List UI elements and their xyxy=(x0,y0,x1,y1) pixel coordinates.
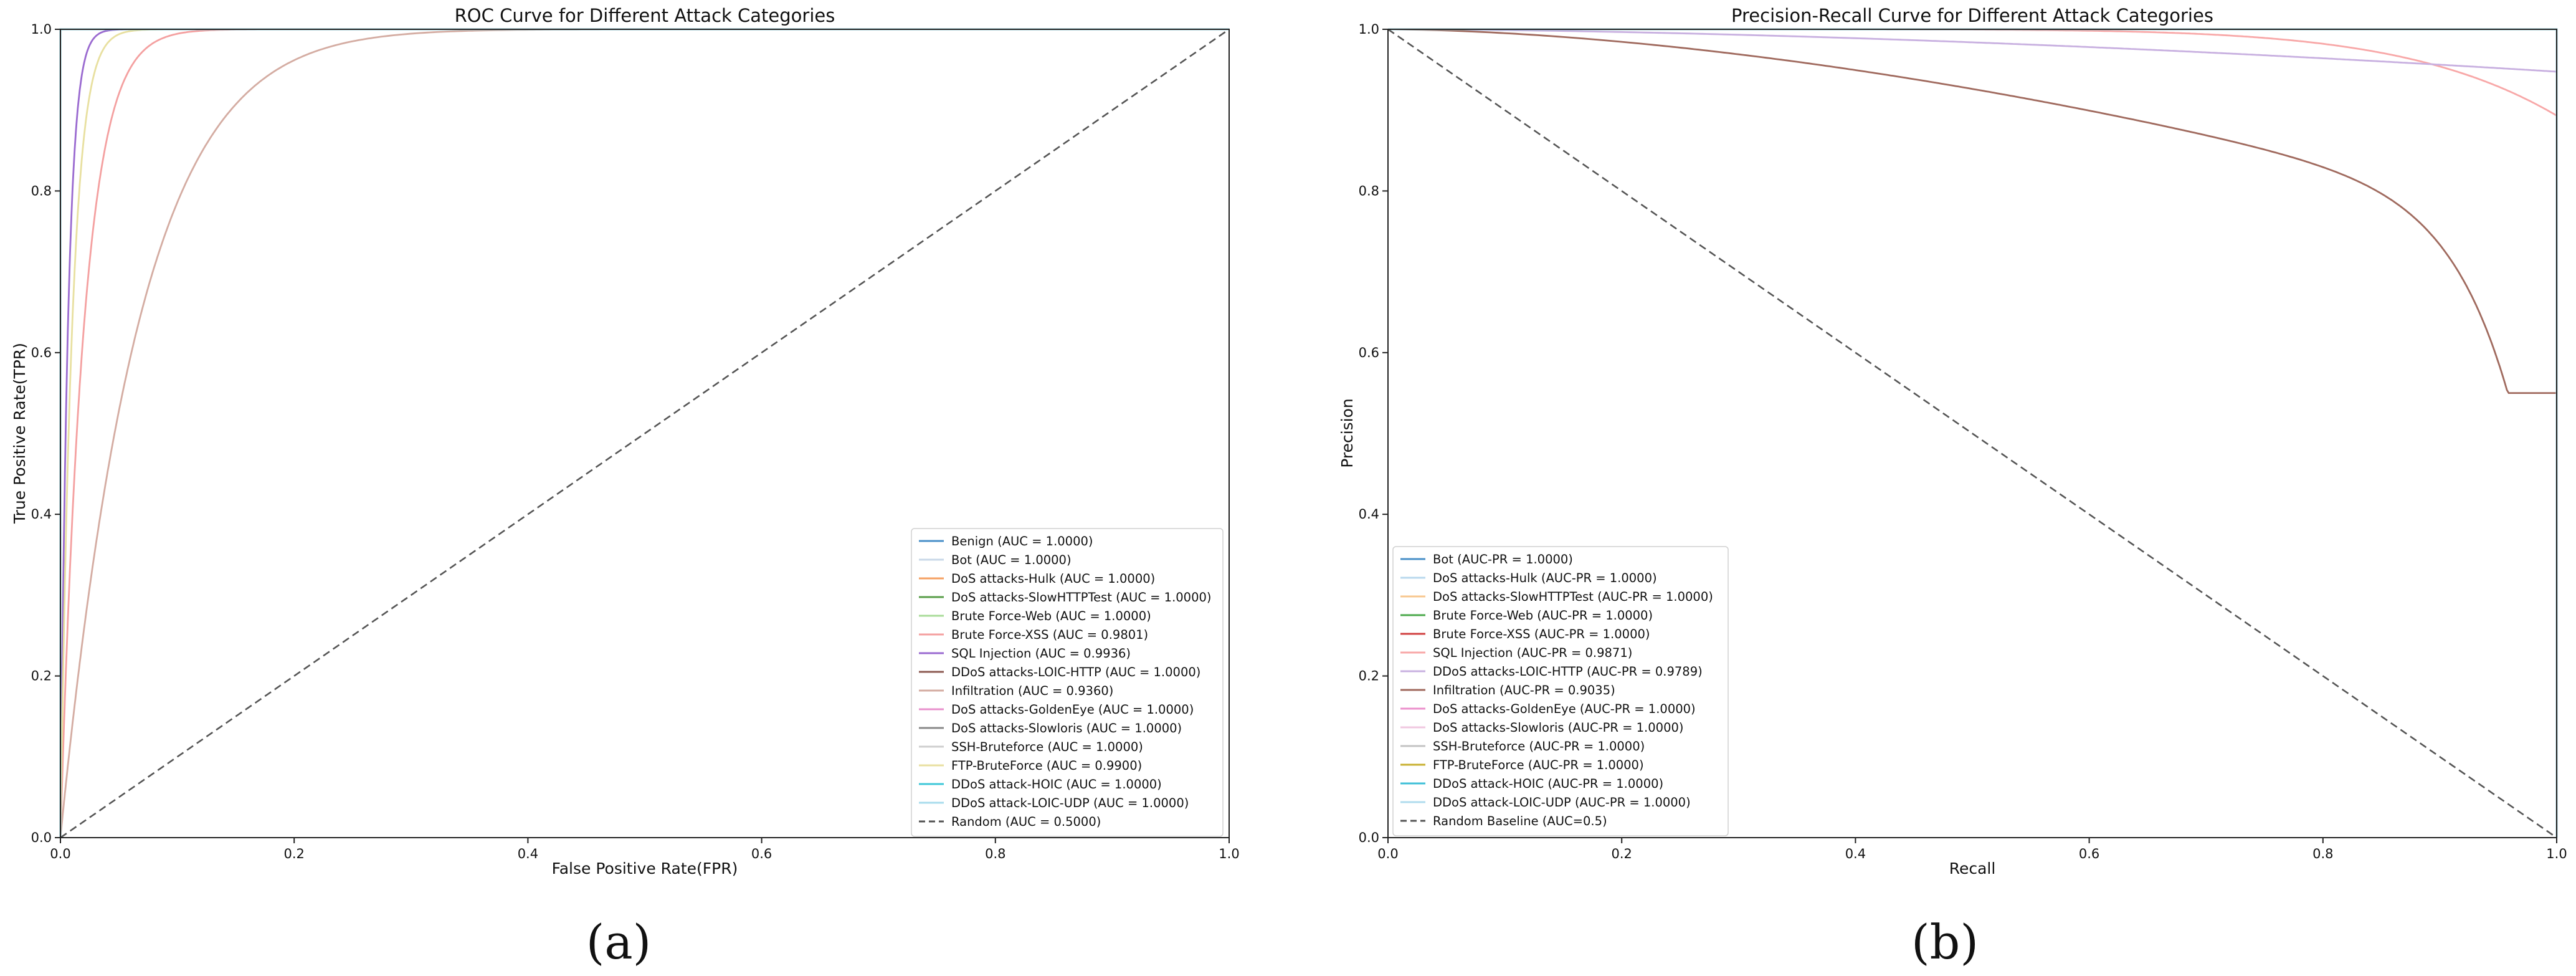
roc-panel: ROC Curve for Different Attack Categorie… xyxy=(11,5,1240,970)
pr-legend-entry: Bot (AUC-PR = 1.0000) xyxy=(1433,552,1573,567)
roc-legend-entry: Brute Force-Web (AUC = 1.0000) xyxy=(951,609,1151,623)
pr-legend-entry: DDoS attack-LOIC-UDP (AUC-PR = 1.0000) xyxy=(1433,795,1691,810)
pr-curve-random-baseline xyxy=(1387,28,2557,839)
roc-ylabel: True Positive Rate(TPR) xyxy=(11,343,29,524)
pr-panel: Precision-Recall Curve for Different Att… xyxy=(1338,5,2567,970)
pr-legend-entry: Brute Force-XSS (AUC-PR = 1.0000) xyxy=(1433,627,1650,641)
pr-caption: (b) xyxy=(1911,914,1979,970)
pr-legend-entry: SQL Injection (AUC-PR = 0.9871) xyxy=(1433,646,1632,660)
roc-xtick-label: 0.0 xyxy=(50,846,70,861)
roc-xtick-label: 0.2 xyxy=(283,846,304,861)
pr-legend-entry: DoS attacks-GoldenEye (AUC-PR = 1.0000) xyxy=(1433,702,1696,716)
roc-xtick-label: 1.0 xyxy=(1219,846,1239,861)
pr-legend-entry: DoS attacks-SlowHTTPTest (AUC-PR = 1.000… xyxy=(1433,590,1713,604)
pr-legend-entry: DoS attacks-Slowloris (AUC-PR = 1.0000) xyxy=(1433,720,1684,735)
pr-legend-entry: FTP-BruteForce (AUC-PR = 1.0000) xyxy=(1433,758,1644,772)
roc-ytick-label: 0.6 xyxy=(31,345,52,360)
pr-xtick-label: 0.8 xyxy=(2312,846,2333,861)
roc-ytick-label: 0.8 xyxy=(31,183,52,198)
roc-xlabel: False Positive Rate(FPR) xyxy=(552,859,738,878)
pr-xtick-label: 0.0 xyxy=(1377,846,1398,861)
roc-legend-entry: Benign (AUC = 1.0000) xyxy=(951,534,1093,548)
roc-xtick-label: 0.4 xyxy=(518,846,538,861)
pr-curve-infiltration xyxy=(1387,28,2558,838)
pr-ticks: 0.0 0.2 0.4 0.6 0.8 1.0 0.0 0.2 0.4 0.6 0.8 1.0 xyxy=(1359,22,2567,861)
roc-title: ROC Curve for Different Attack Categorie… xyxy=(455,5,835,26)
pr-ytick-label: 0.8 xyxy=(1359,183,1379,198)
roc-legend-entry: DDoS attack-LOIC-UDP (AUC = 1.0000) xyxy=(951,796,1189,810)
pr-title: Precision-Recall Curve for Different Att… xyxy=(1731,5,2213,26)
pr-xtick-label: 0.4 xyxy=(1845,846,1866,861)
roc-legend-entry: DDoS attack-HOIC (AUC = 1.0000) xyxy=(951,777,1162,792)
pr-ytick-label: 1.0 xyxy=(1359,22,1379,37)
pr-legend-entry: DDoS attacks-LOIC-HTTP (AUC-PR = 0.9789) xyxy=(1433,664,1703,679)
pr-axes-frame xyxy=(1387,29,2557,838)
roc-ytick-label: 0.4 xyxy=(31,507,52,522)
pr-ytick-label: 0.2 xyxy=(1359,669,1379,684)
roc-ticks: 0.0 0.2 0.4 0.6 0.8 1.0 0.0 0.2 0.4 0.6 0.8 1.0 xyxy=(31,22,1240,861)
roc-legend-entry: Infiltration (AUC = 0.9360) xyxy=(951,684,1113,698)
pr-xtick-label: 0.2 xyxy=(1611,846,1632,861)
roc-legend-entry: Bot (AUC = 1.0000) xyxy=(951,553,1072,567)
roc-axes-frame xyxy=(60,29,1230,838)
pr-ytick-label: 0.4 xyxy=(1359,507,1379,522)
pr-ytick-label: 0.0 xyxy=(1359,830,1379,845)
roc-xtick-label: 0.6 xyxy=(751,846,772,861)
roc-legend-entry: SQL Injection (AUC = 0.9936) xyxy=(951,646,1131,661)
pr-curve-ddos-attacks-loic-http xyxy=(1387,28,2558,838)
pr-legend-entry: DDoS attack-HOIC (AUC-PR = 1.0000) xyxy=(1433,777,1663,791)
pr-ylabel: Precision xyxy=(1338,398,1356,468)
roc-ytick-label: 1.0 xyxy=(31,22,52,37)
pr-legend-box xyxy=(1392,546,1729,836)
pr-ytick-label: 0.6 xyxy=(1359,345,1379,360)
roc-curve-random xyxy=(60,28,1230,839)
pr-xtick-label: 0.6 xyxy=(2079,846,2099,861)
pr-legend-entry: Brute Force-Web (AUC-PR = 1.0000) xyxy=(1433,608,1653,623)
pr-legend: Bot (AUC-PR = 1.0000) DoS attacks-Hulk (A… xyxy=(1392,546,1729,836)
pr-legend-entry: SSH-Bruteforce (AUC-PR = 1.0000) xyxy=(1433,739,1645,754)
roc-legend-box xyxy=(911,528,1224,837)
roc-legend-entry: DoS attacks-Slowloris (AUC = 1.0000) xyxy=(951,721,1182,735)
roc-legend-entry: Brute Force-XSS (AUC = 0.9801) xyxy=(951,628,1148,642)
pr-xlabel: Recall xyxy=(1949,859,1996,878)
pr-legend-entry: DoS attacks-Hulk (AUC-PR = 1.0000) xyxy=(1433,571,1657,585)
roc-legend-entry: DoS attacks-SlowHTTPTest (AUC = 1.0000) xyxy=(951,590,1212,605)
pr-legend-entry: Infiltration (AUC-PR = 0.9035) xyxy=(1433,683,1615,697)
roc-legend-entry: DDoS attacks-LOIC-HTTP (AUC = 1.0000) xyxy=(951,665,1200,679)
pr-legend-entry: Random Baseline (AUC=0.5) xyxy=(1433,814,1607,828)
roc-xtick-label: 0.8 xyxy=(985,846,1005,861)
roc-legend-entry: SSH-Bruteforce (AUC = 1.0000) xyxy=(951,740,1143,754)
roc-legend-entry: FTP-BruteForce (AUC = 0.9900) xyxy=(951,758,1142,773)
roc-ytick-label: 0.0 xyxy=(31,830,52,845)
roc-legend-entry: DoS attacks-Hulk (AUC = 1.0000) xyxy=(951,572,1155,586)
roc-ytick-label: 0.2 xyxy=(31,669,52,684)
roc-legend: Benign (AUC = 1.0000) Bot (AUC = 1.0000) D… xyxy=(911,528,1224,837)
pr-xtick-label: 1.0 xyxy=(2546,846,2567,861)
roc-legend-entry: Random (AUC = 0.5000) xyxy=(951,815,1101,829)
roc-caption: (a) xyxy=(586,914,652,970)
roc-legend-entry: DoS attacks-GoldenEye (AUC = 1.0000) xyxy=(951,702,1194,717)
